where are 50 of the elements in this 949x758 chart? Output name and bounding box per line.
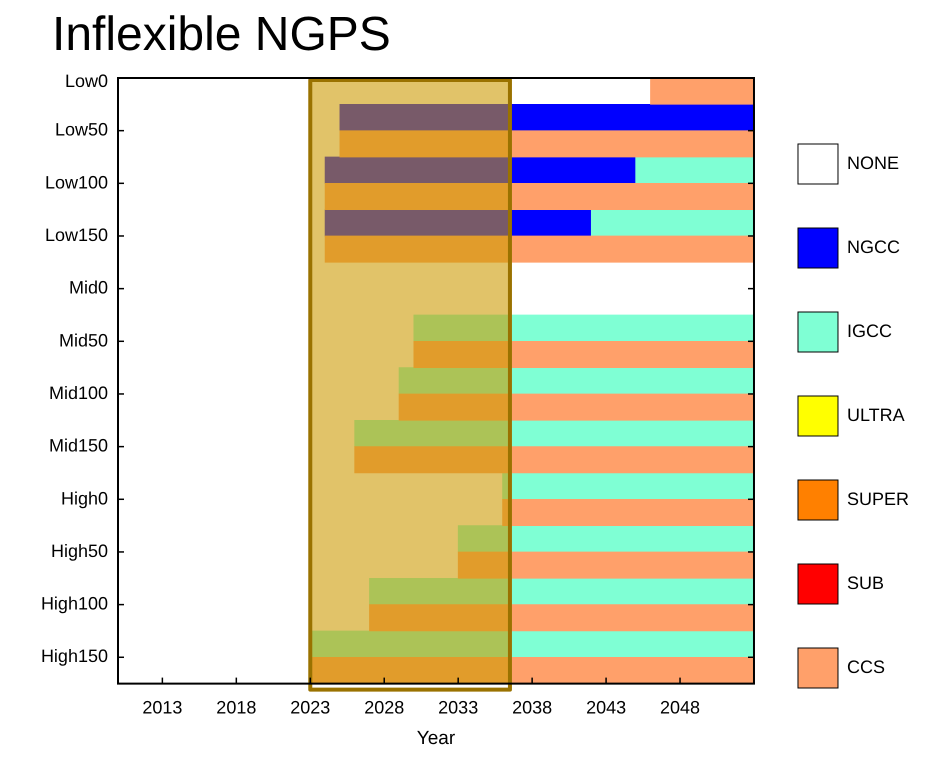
bar (398, 367, 754, 394)
bar (413, 314, 754, 342)
x-tick-label: 2028 (364, 697, 404, 718)
bar (324, 156, 636, 184)
y-tick-label: Mid50 (58, 330, 108, 350)
bar (413, 340, 754, 368)
bar (340, 104, 754, 131)
x-tick-label: 2023 (290, 697, 330, 718)
x-tick-label: 2043 (586, 697, 626, 718)
y-tick-label: High100 (40, 594, 108, 614)
y-tick-label: Low100 (44, 172, 108, 192)
bar (635, 156, 754, 184)
bar (650, 78, 754, 105)
y-tick-label: Low150 (44, 224, 108, 245)
y-tick-label: Mid100 (48, 382, 108, 403)
bar (354, 446, 754, 474)
legend-label: CCS (846, 656, 885, 677)
y-tick-label: Low50 (54, 120, 108, 140)
x-tick-label: 2013 (142, 697, 182, 718)
bar (590, 209, 754, 236)
bar (324, 236, 754, 263)
legend-label: ULTRA (846, 404, 905, 425)
x-tick-label: 2033 (438, 697, 478, 718)
y-tick-label: Mid0 (68, 278, 108, 298)
y-tick-label: Mid150 (48, 436, 108, 456)
bar (458, 552, 754, 579)
legend-label: SUB (846, 572, 884, 593)
bar (502, 498, 754, 526)
bar (324, 182, 754, 210)
y-tick-label: High0 (60, 488, 108, 508)
x-tick-label: 2048 (660, 697, 700, 718)
legend-label: SUPER (846, 488, 909, 509)
bar (398, 394, 754, 421)
bar (324, 209, 592, 236)
x-tick-label: 2038 (512, 697, 552, 718)
bar (502, 472, 754, 500)
x-axis-title: Year (416, 728, 456, 749)
bar (354, 420, 754, 447)
y-tick-label: High150 (40, 646, 108, 666)
bar (369, 578, 754, 605)
y-tick-label: Low0 (64, 70, 108, 91)
legend-label: IGCC (846, 320, 892, 341)
bar (458, 525, 754, 552)
bar (369, 604, 754, 632)
x-tick-label: 2018 (216, 697, 256, 718)
legend-label: NONE (846, 152, 899, 173)
legend-label: NGCC (846, 236, 900, 257)
bar (340, 130, 754, 158)
chart-title: Inflexible NGPS (52, 8, 391, 61)
y-tick-label: High50 (50, 540, 108, 561)
